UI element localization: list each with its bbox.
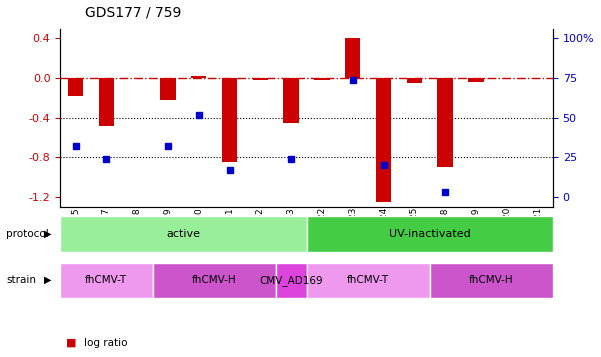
Bar — [438, 78, 453, 167]
Text: active: active — [166, 229, 200, 239]
Text: GSM6819: GSM6819 — [471, 207, 480, 251]
Text: strain: strain — [6, 275, 36, 285]
FancyBboxPatch shape — [60, 216, 307, 252]
Bar — [407, 78, 422, 83]
Bar — [160, 78, 175, 100]
Text: fhCMV-H: fhCMV-H — [192, 275, 236, 285]
Text: GDS177 / 759: GDS177 / 759 — [85, 6, 181, 20]
Text: GSM825: GSM825 — [71, 207, 80, 245]
Bar — [191, 76, 206, 78]
Text: GSM831: GSM831 — [225, 207, 234, 245]
Text: ■: ■ — [66, 338, 76, 348]
Text: UV-inactivated: UV-inactivated — [389, 229, 471, 239]
Bar — [284, 78, 299, 123]
FancyBboxPatch shape — [276, 263, 307, 298]
Text: ▶: ▶ — [44, 229, 51, 239]
Text: GSM830: GSM830 — [194, 207, 203, 245]
Bar — [68, 78, 83, 96]
Bar — [99, 78, 114, 126]
Text: ▶: ▶ — [44, 275, 51, 285]
Text: fhCMV-T: fhCMV-T — [347, 275, 389, 285]
FancyBboxPatch shape — [307, 216, 553, 252]
Text: GSM6818: GSM6818 — [441, 207, 450, 251]
Text: GSM827: GSM827 — [102, 207, 111, 245]
Text: GSM832: GSM832 — [256, 207, 265, 245]
Text: GSM6821: GSM6821 — [533, 207, 542, 250]
Bar — [468, 78, 484, 82]
Bar — [314, 78, 329, 80]
Text: fhCMV-H: fhCMV-H — [469, 275, 514, 285]
Text: CMV_AD169: CMV_AD169 — [259, 275, 323, 286]
Text: GSM6823: GSM6823 — [348, 207, 357, 250]
Bar — [222, 78, 237, 162]
FancyBboxPatch shape — [153, 263, 276, 298]
Text: GSM828: GSM828 — [133, 207, 142, 245]
Bar — [345, 39, 361, 78]
Text: GSM6825: GSM6825 — [410, 207, 419, 250]
FancyBboxPatch shape — [307, 263, 430, 298]
Text: GSM6822: GSM6822 — [317, 207, 326, 250]
Bar — [376, 78, 391, 202]
Text: fhCMV-T: fhCMV-T — [85, 275, 127, 285]
Text: GSM6824: GSM6824 — [379, 207, 388, 250]
Text: GSM6820: GSM6820 — [502, 207, 511, 250]
Text: log ratio: log ratio — [84, 338, 127, 348]
Text: GSM829: GSM829 — [163, 207, 172, 245]
Text: protocol: protocol — [6, 229, 49, 239]
Text: GSM833: GSM833 — [287, 207, 296, 245]
FancyBboxPatch shape — [60, 263, 153, 298]
FancyBboxPatch shape — [430, 263, 553, 298]
Bar — [252, 78, 268, 80]
